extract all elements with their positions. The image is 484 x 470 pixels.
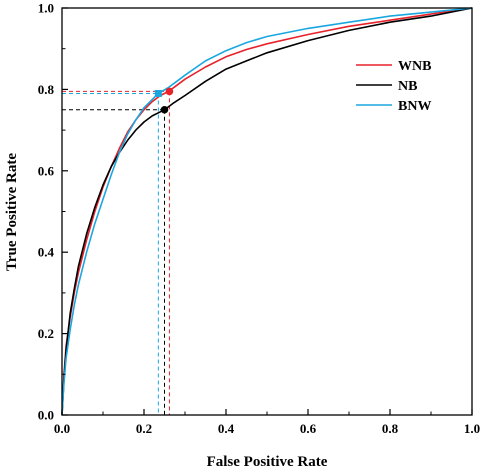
roc-curves — [61, 7, 473, 416]
y-tick-label: 0.8 — [38, 82, 55, 97]
x-tick-label: 0.0 — [54, 421, 70, 436]
y-tick-label: 0.6 — [38, 163, 55, 178]
roc-line-nb — [61, 7, 473, 416]
roc-line-wnb — [61, 7, 473, 416]
legend: WNB NB BNW — [356, 59, 431, 114]
x-axis-title: False Positive Rate — [207, 454, 328, 470]
operating-points — [154, 87, 174, 114]
x-tick-label: 0.8 — [382, 421, 399, 436]
legend-label-nb: NB — [398, 79, 417, 94]
y-tick-label: 0.2 — [38, 326, 54, 341]
x-tick-label: 0.6 — [300, 421, 317, 436]
roc-line-bnw — [61, 7, 473, 416]
axis-ticks: 0.0 0.2 0.4 0.6 0.8 1.0 0.0 0.2 0.4 0.6 0.8 1.0 — [38, 1, 480, 437]
legend-label-bnw: BNW — [398, 99, 431, 114]
y-tick-label: 0.0 — [38, 408, 54, 423]
operating-point-wnb — [165, 87, 174, 96]
operating-point-guides — [62, 90, 170, 415]
y-tick-label: 1.0 — [38, 1, 54, 16]
x-tick-label: 0.4 — [218, 421, 235, 436]
legend-label-wnb: WNB — [398, 59, 431, 74]
operating-point-nb — [160, 105, 169, 114]
operating-point-bnw — [154, 89, 162, 97]
y-tick-label: 0.4 — [38, 245, 55, 260]
x-tick-label: 1.0 — [464, 421, 480, 436]
y-axis-title: True Positive Rate — [4, 153, 20, 271]
x-tick-label: 0.2 — [136, 421, 152, 436]
